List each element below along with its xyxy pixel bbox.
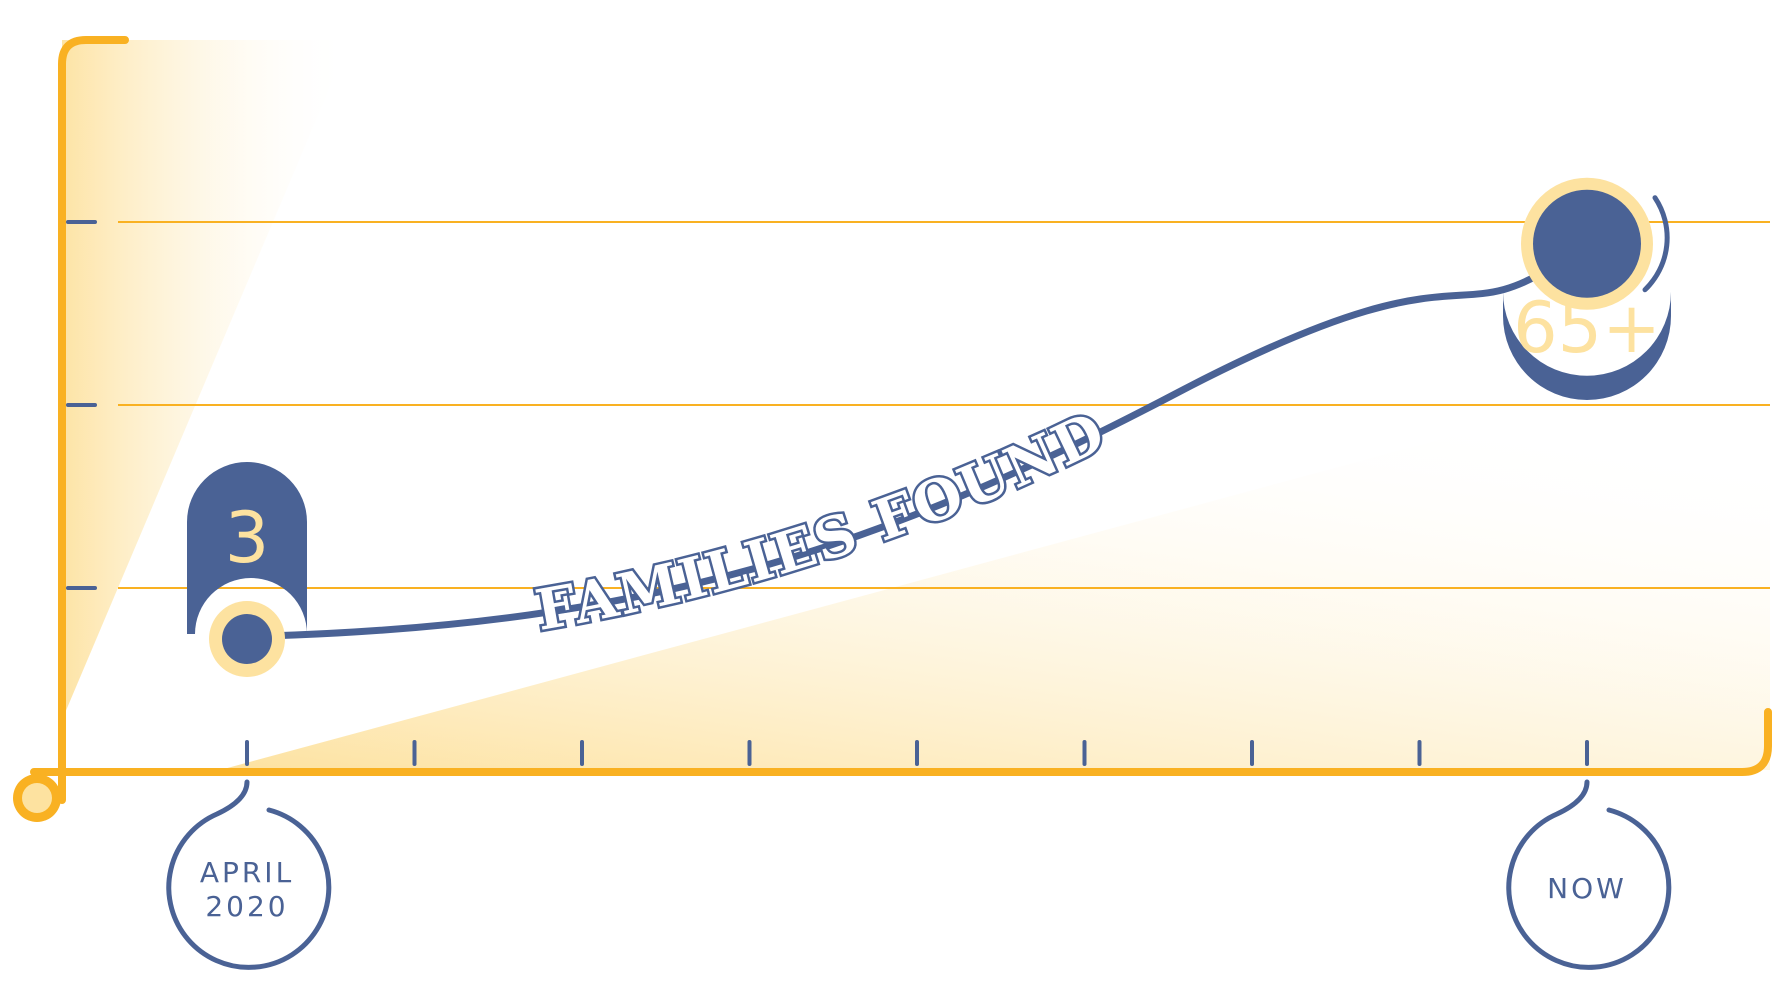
- x-axis: [30, 708, 1772, 776]
- value-badge: [187, 462, 307, 634]
- value-badge: [1503, 291, 1671, 400]
- left-glow: [62, 40, 350, 720]
- point-marker: [1533, 189, 1641, 298]
- point-ring: [1642, 195, 1670, 293]
- x-tick-label: NOW: [1547, 872, 1627, 905]
- tick-layer: [245, 740, 1589, 766]
- right-glow: [220, 350, 1770, 770]
- x-label-bubble: [166, 779, 332, 970]
- grid-layer: [66, 220, 1770, 590]
- axis-layer: [13, 36, 1772, 822]
- value-label: 65+: [1513, 287, 1661, 369]
- axis-origin-inner: [22, 783, 52, 813]
- plot-background: [62, 40, 1770, 770]
- y-axis: [58, 36, 129, 804]
- x-label-bubble: [1506, 779, 1672, 970]
- series-line: [263, 260, 1561, 640]
- x-tick-label: 2020: [205, 890, 288, 923]
- value-label: 3: [225, 497, 270, 579]
- x-tick-label: APRIL: [200, 856, 294, 889]
- point-marker: [222, 614, 272, 664]
